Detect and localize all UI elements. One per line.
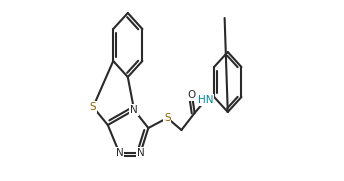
- Text: N: N: [116, 148, 123, 158]
- Text: HN: HN: [198, 95, 213, 105]
- Text: S: S: [90, 102, 96, 112]
- Text: N: N: [130, 105, 138, 115]
- Text: N: N: [137, 148, 144, 158]
- Text: O: O: [188, 90, 196, 100]
- Text: S: S: [164, 113, 171, 123]
